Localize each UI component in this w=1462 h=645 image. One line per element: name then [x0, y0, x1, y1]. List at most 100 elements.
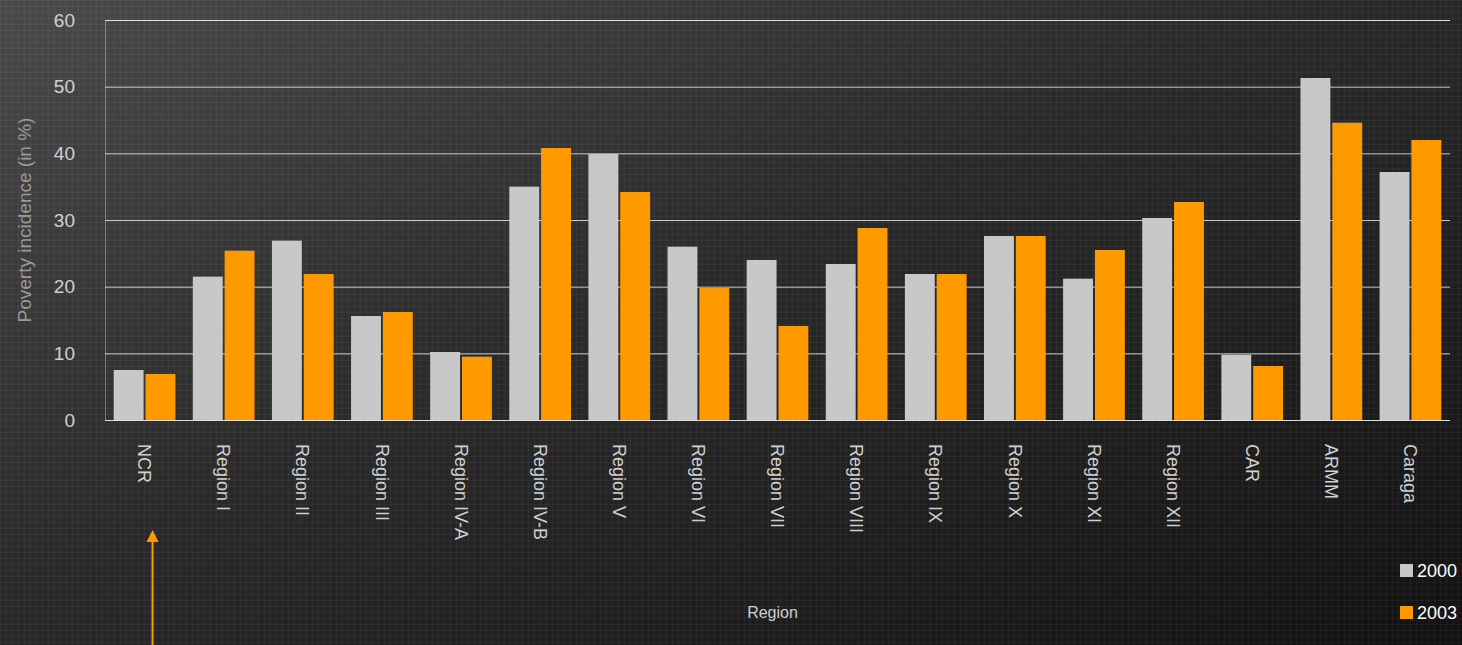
y-tick-label: 20: [54, 276, 75, 297]
bar: [1221, 355, 1251, 420]
x-tick-label: Region XII: [1163, 444, 1183, 528]
x-tick-label: Caraga: [1400, 444, 1420, 504]
x-tick: Region IX: [925, 420, 945, 523]
x-tick-label: ARMM: [1321, 444, 1341, 499]
bar: [1016, 236, 1046, 420]
x-tick-label: Region VIII: [846, 444, 866, 533]
x-tick-label: Region IX: [925, 444, 945, 523]
x-tick-label: Region VI: [688, 444, 708, 523]
bar: [620, 192, 650, 420]
grid-line: [105, 153, 1450, 154]
bar: [937, 274, 967, 420]
x-tick: Region IV-B: [530, 420, 550, 540]
y-axis: 0102030405060: [54, 10, 1450, 431]
bar: [905, 274, 935, 420]
bar: [1142, 218, 1172, 420]
arrow-head: [147, 530, 159, 542]
legend-swatch: [1400, 564, 1413, 577]
legend-label: 2000: [1417, 561, 1457, 581]
x-tick-label: Region I: [213, 444, 233, 511]
x-tick: CAR: [1242, 420, 1262, 482]
x-tick-label: Region X: [1005, 444, 1025, 518]
x-axis-title: Region: [747, 604, 798, 621]
y-tick-label: 40: [54, 143, 75, 164]
background-texture: [0, 0, 1462, 645]
x-axis-line: [106, 420, 1451, 421]
arrow: [152, 540, 154, 645]
x-tick-label: Region XI: [1084, 444, 1104, 523]
bar: [668, 247, 698, 420]
x-tick: ARMM: [1321, 420, 1341, 499]
bar: [858, 228, 888, 420]
x-tick: Region VIII: [846, 420, 866, 533]
x-tick: Caraga: [1400, 420, 1420, 504]
bar: [193, 277, 223, 420]
x-tick-label: NCR: [134, 444, 154, 483]
y-tick: 60: [54, 10, 1450, 31]
y-tick: 50: [54, 76, 1450, 97]
bar: [588, 154, 618, 420]
bar: [509, 187, 539, 420]
bar: [304, 274, 334, 420]
x-tick: Region I: [213, 420, 233, 511]
series: [114, 78, 1410, 420]
x-tick-label: Region V: [609, 444, 629, 518]
bar: [778, 326, 808, 420]
bar: [1380, 172, 1410, 420]
x-tick-label: Region IV-A: [451, 444, 471, 540]
x-tick: Region XI: [1084, 420, 1104, 523]
bar: [430, 352, 460, 420]
bar: [747, 260, 777, 420]
bar: [1063, 279, 1093, 420]
x-axis: NCR Region I Region II Region III Region IV-…: [106, 420, 1451, 540]
x-tick: Region III: [372, 420, 392, 521]
bar: [826, 264, 856, 420]
legend-label: 2003: [1417, 603, 1457, 623]
grid-line: [105, 20, 1450, 21]
bar: [1095, 250, 1125, 420]
x-tick-label: Region VII: [767, 444, 787, 528]
x-tick: Region VI: [688, 420, 708, 523]
y-tick: 40: [54, 143, 1450, 164]
bar: [984, 236, 1014, 420]
x-tick-label: CAR: [1242, 444, 1262, 482]
x-tick-label: Region II: [292, 444, 312, 516]
x-tick: Region VII: [767, 420, 787, 528]
grid-line: [105, 87, 1450, 88]
bar: [1411, 140, 1441, 420]
bar: [462, 357, 492, 420]
bar: [541, 148, 571, 420]
bar: [1300, 78, 1330, 420]
x-tick: NCR: [134, 420, 154, 483]
y-tick-label: 60: [54, 10, 75, 31]
y-tick-label: 50: [54, 76, 75, 97]
bar: [1253, 366, 1283, 420]
legend-entry: 2003: [1400, 603, 1457, 623]
plot: 0102030405060NCRRegion IRegion IIRegion …: [54, 10, 1451, 540]
y-axis-line: [106, 21, 1451, 421]
legend-swatch: [1400, 606, 1413, 619]
bar: [383, 312, 413, 420]
y-tick: 30: [54, 210, 1450, 231]
legend: 2000 2003: [1400, 561, 1457, 623]
x-tick: Region IV-A: [451, 420, 471, 540]
bar: [146, 374, 176, 420]
y-axis-title: Poverty incidence (in %): [14, 118, 35, 323]
x-tick: Region II: [292, 420, 312, 516]
chart: 0102030405060NCRRegion IRegion IIRegion …: [0, 0, 1462, 645]
bar: [272, 241, 302, 420]
x-tick-label: Region IV-B: [530, 444, 550, 540]
legend-entry: 2000: [1400, 561, 1457, 581]
bar: [699, 288, 729, 420]
y-tick-label: 30: [54, 210, 75, 231]
background: [0, 0, 1462, 645]
series: [146, 123, 1442, 420]
y-tick-label: 0: [64, 410, 75, 431]
bar: [1174, 202, 1204, 420]
bar: [225, 251, 255, 420]
grid-line: [105, 220, 1450, 221]
grid-line: [105, 420, 1450, 421]
x-tick: Region XII: [1163, 420, 1183, 528]
bar: [351, 316, 381, 420]
bar: [114, 370, 144, 420]
